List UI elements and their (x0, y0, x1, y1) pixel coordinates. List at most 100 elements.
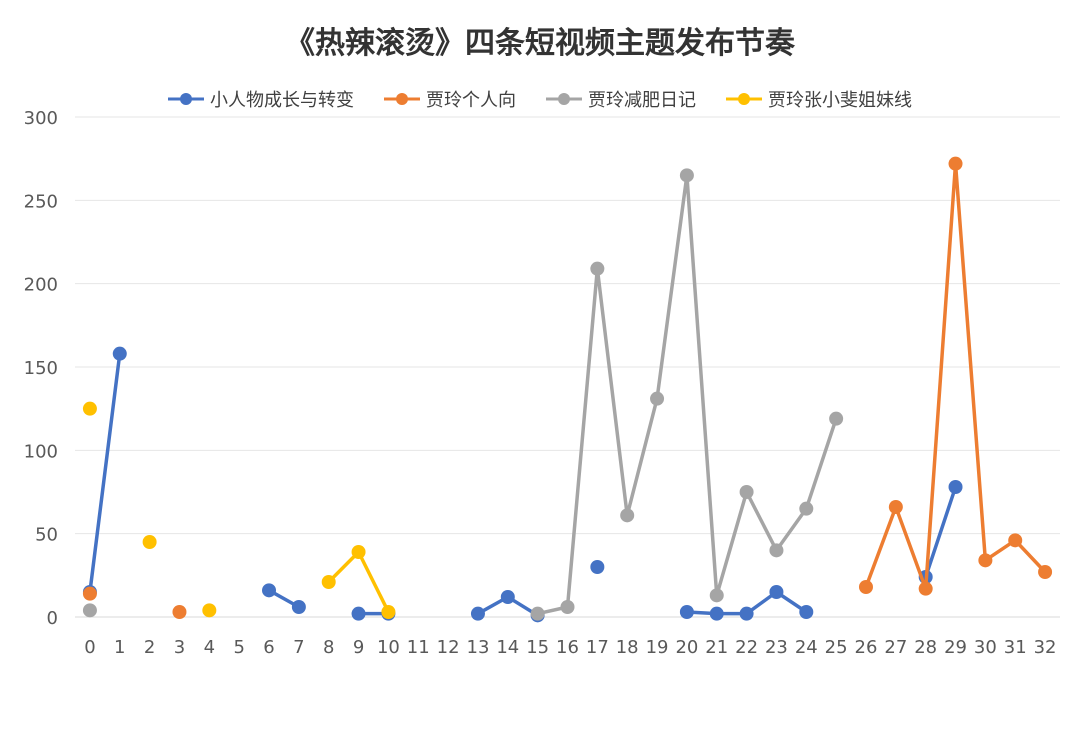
data-point-0 (291, 600, 306, 614)
x-tick-label: 9 (353, 637, 364, 658)
x-tick-label: 8 (323, 637, 334, 658)
data-point-0 (500, 590, 515, 604)
data-point-0 (351, 606, 366, 621)
legend-swatch-0 (168, 93, 204, 105)
x-tick-label: 16 (556, 637, 579, 658)
x-tick-label: 24 (795, 637, 818, 658)
data-point-2 (769, 543, 784, 558)
data-point-1 (978, 553, 993, 568)
x-tick-label: 7 (293, 637, 304, 658)
legend-label-2: 贾玲减肥日记 (588, 90, 696, 111)
x-tick-label: 19 (646, 637, 669, 658)
data-point-3 (202, 603, 217, 618)
x-tick-label: 13 (467, 637, 490, 658)
y-tick-label: 0 (47, 608, 58, 629)
series-line-1 (864, 161, 1047, 591)
data-point-1 (172, 605, 187, 619)
data-point-3 (351, 545, 366, 559)
data-point-0 (590, 560, 605, 574)
data-point-2 (650, 391, 665, 406)
x-tick-label: 30 (974, 637, 997, 658)
data-point-3 (82, 401, 97, 416)
x-tick-label: 0 (84, 637, 95, 658)
x-tick-label: 15 (526, 637, 549, 658)
data-point-0 (948, 480, 963, 494)
data-point-2 (799, 501, 814, 516)
y-tick-label: 250 (24, 191, 58, 212)
data-point-2 (679, 168, 694, 183)
data-point-1 (918, 581, 933, 596)
series-line-0 (923, 485, 958, 579)
x-tick-label: 27 (884, 637, 907, 658)
data-point-2 (739, 485, 754, 499)
data-point-3 (321, 575, 336, 589)
data-point-3 (381, 605, 396, 619)
x-tick-label: 11 (407, 637, 430, 658)
data-point-0 (739, 606, 754, 621)
data-point-1 (948, 156, 963, 171)
x-tick-label: 28 (914, 637, 937, 658)
data-point-1 (1008, 533, 1023, 548)
x-tick-label: 21 (705, 637, 728, 658)
x-tick-label: 32 (1034, 637, 1057, 658)
legend-marker-3 (738, 93, 750, 105)
legend-swatch-2 (546, 93, 582, 105)
legend-item: 小人物成长与转变 (168, 86, 354, 112)
legend-item: 贾玲张小斐姐妹线 (726, 86, 912, 112)
data-point-1 (1038, 565, 1053, 579)
legend-label-3: 贾玲张小斐姐妹线 (768, 90, 912, 111)
data-point-0 (799, 605, 814, 619)
legend-swatch-1 (384, 93, 420, 105)
x-tick-label: 10 (377, 637, 400, 658)
x-tick-label: 4 (204, 637, 215, 658)
data-point-2 (590, 261, 605, 276)
legend-item: 贾玲减肥日记 (546, 86, 696, 112)
series-line-3 (326, 550, 391, 614)
x-tick-label: 29 (944, 637, 967, 658)
data-point-2 (530, 606, 545, 621)
x-tick-label: 25 (825, 637, 848, 658)
x-tick-label: 26 (855, 637, 878, 658)
legend-label-1: 贾玲个人向 (426, 90, 516, 111)
data-point-1 (82, 586, 97, 601)
series-line-2 (535, 173, 838, 616)
data-point-0 (709, 606, 724, 621)
x-tick-label: 5 (233, 637, 244, 658)
data-point-0 (679, 605, 694, 619)
y-tick-label: 100 (24, 441, 58, 462)
data-point-2 (709, 588, 724, 603)
legend-item: 贾玲个人向 (384, 86, 516, 112)
data-point-1 (888, 500, 903, 514)
x-tick-label: 20 (675, 637, 698, 658)
x-tick-label: 14 (496, 637, 519, 658)
legend-marker-0 (180, 93, 192, 105)
series-line-0 (88, 351, 122, 594)
data-point-0 (112, 346, 127, 361)
x-tick-label: 1 (114, 637, 125, 658)
data-point-0 (262, 583, 277, 598)
x-tick-label: 6 (263, 637, 274, 658)
legend-marker-2 (558, 93, 570, 105)
x-tick-label: 31 (1004, 637, 1027, 658)
data-point-2 (829, 411, 844, 426)
chart-title: 《热辣滚烫》四条短视频主题发布节奏 (285, 26, 795, 61)
data-point-3 (142, 535, 157, 549)
legend: 小人物成长与转变 贾玲个人向 贾玲减肥日记 贾玲张小斐姐妹线 (0, 86, 1080, 112)
x-tick-label: 18 (616, 637, 639, 658)
x-tick-label: 2 (144, 637, 155, 658)
data-point-0 (470, 606, 485, 621)
legend-swatch-3 (726, 93, 762, 105)
x-tick-label: 3 (174, 637, 185, 658)
data-point-2 (82, 603, 97, 618)
y-tick-label: 300 (24, 108, 58, 129)
data-point-0 (769, 585, 784, 599)
data-point-2 (560, 600, 575, 614)
legend-label-0: 小人物成长与转变 (210, 90, 354, 111)
y-tick-label: 150 (24, 358, 58, 379)
y-tick-label: 50 (35, 525, 58, 546)
y-tick-label: 200 (24, 275, 58, 296)
data-point-2 (620, 508, 635, 523)
x-tick-label: 23 (765, 637, 788, 658)
legend-marker-1 (396, 93, 408, 105)
